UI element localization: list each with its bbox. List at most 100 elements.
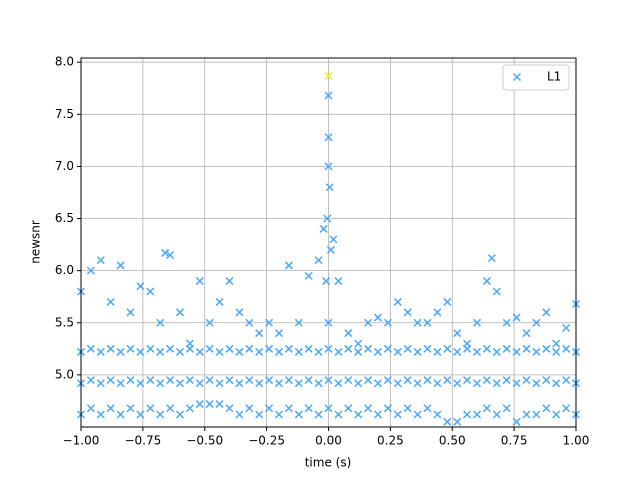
point: [274, 379, 284, 388]
point: [304, 376, 313, 385]
marker-stroke: [294, 347, 303, 356]
point: [492, 287, 501, 296]
marker-stroke: [86, 404, 95, 413]
y-tick-label: 8.0: [55, 55, 74, 69]
marker-stroke: [344, 404, 353, 413]
point: [321, 277, 331, 286]
marker-stroke: [314, 347, 323, 356]
point: [354, 347, 363, 356]
point: [255, 379, 264, 388]
point: [265, 404, 274, 413]
marker-stroke: [106, 344, 115, 353]
point: [166, 404, 175, 413]
x-tick-label: −1.00: [63, 434, 100, 448]
point: [195, 379, 204, 388]
point: [235, 347, 244, 356]
point: [373, 313, 383, 322]
marker-stroke: [96, 347, 105, 356]
marker-stroke: [324, 162, 333, 171]
marker-stroke: [512, 379, 521, 388]
point: [354, 339, 363, 348]
point: [126, 344, 135, 353]
point: [166, 376, 175, 385]
marker-stroke: [423, 344, 432, 353]
point: [329, 235, 338, 244]
marker-stroke: [562, 323, 571, 333]
point: [205, 344, 214, 353]
point: [205, 376, 214, 385]
marker-stroke: [532, 379, 541, 388]
point: [502, 344, 511, 353]
marker-stroke: [512, 72, 522, 82]
point: [383, 318, 392, 327]
point: [433, 410, 442, 419]
point: [96, 379, 105, 388]
point: [185, 404, 194, 413]
point: [324, 91, 333, 100]
marker-stroke: [86, 344, 95, 353]
marker-stroke: [463, 410, 472, 419]
marker-stroke: [205, 400, 214, 409]
marker-stroke: [304, 344, 313, 353]
point: [324, 404, 333, 413]
point: [562, 376, 571, 385]
point: [96, 256, 105, 265]
marker-stroke: [324, 91, 333, 100]
marker-stroke: [146, 404, 155, 413]
marker-stroke: [321, 277, 331, 286]
marker-stroke: [532, 318, 541, 327]
marker-stroke: [314, 410, 323, 419]
marker-stroke: [225, 344, 234, 353]
point: [185, 376, 194, 385]
point: [502, 404, 511, 413]
point: [423, 318, 432, 327]
point: [156, 410, 165, 419]
point: [443, 297, 452, 306]
marker-stroke: [156, 318, 165, 327]
point: [284, 404, 293, 413]
point: [403, 344, 412, 353]
marker-stroke: [265, 344, 274, 353]
point: [156, 318, 165, 327]
point: [562, 404, 571, 413]
point: [274, 410, 284, 419]
point: [334, 379, 343, 388]
marker-stroke: [453, 379, 462, 388]
point: [532, 410, 541, 419]
marker-stroke: [453, 347, 462, 356]
marker-stroke: [225, 404, 234, 413]
point: [205, 400, 214, 409]
point: [552, 379, 561, 388]
point: [255, 410, 264, 419]
point: [472, 347, 482, 356]
marker-stroke: [106, 404, 115, 413]
legend-label: L1: [547, 70, 561, 84]
marker-stroke: [294, 318, 303, 327]
point: [334, 347, 343, 356]
marker-stroke: [116, 261, 125, 270]
marker-stroke: [205, 376, 214, 385]
point: [443, 417, 452, 426]
point: [116, 261, 125, 270]
point: [443, 376, 452, 385]
x-tick-label: 0.50: [439, 434, 466, 448]
point: [166, 250, 175, 260]
x-axis-label: time (s): [305, 456, 352, 470]
point: [364, 318, 373, 327]
highlight-point: [324, 71, 333, 80]
point: [136, 282, 145, 291]
point: [106, 376, 115, 385]
point: [86, 404, 95, 413]
marker-stroke: [304, 271, 313, 280]
point: [512, 417, 521, 426]
marker-stroke: [136, 282, 145, 291]
marker-stroke: [195, 347, 204, 356]
marker-stroke: [423, 318, 432, 327]
point: [175, 308, 185, 317]
point: [393, 297, 402, 306]
point: [482, 404, 491, 413]
marker-stroke: [487, 254, 496, 263]
point: [156, 347, 165, 356]
marker-stroke: [126, 404, 135, 413]
marker-stroke: [562, 404, 571, 413]
